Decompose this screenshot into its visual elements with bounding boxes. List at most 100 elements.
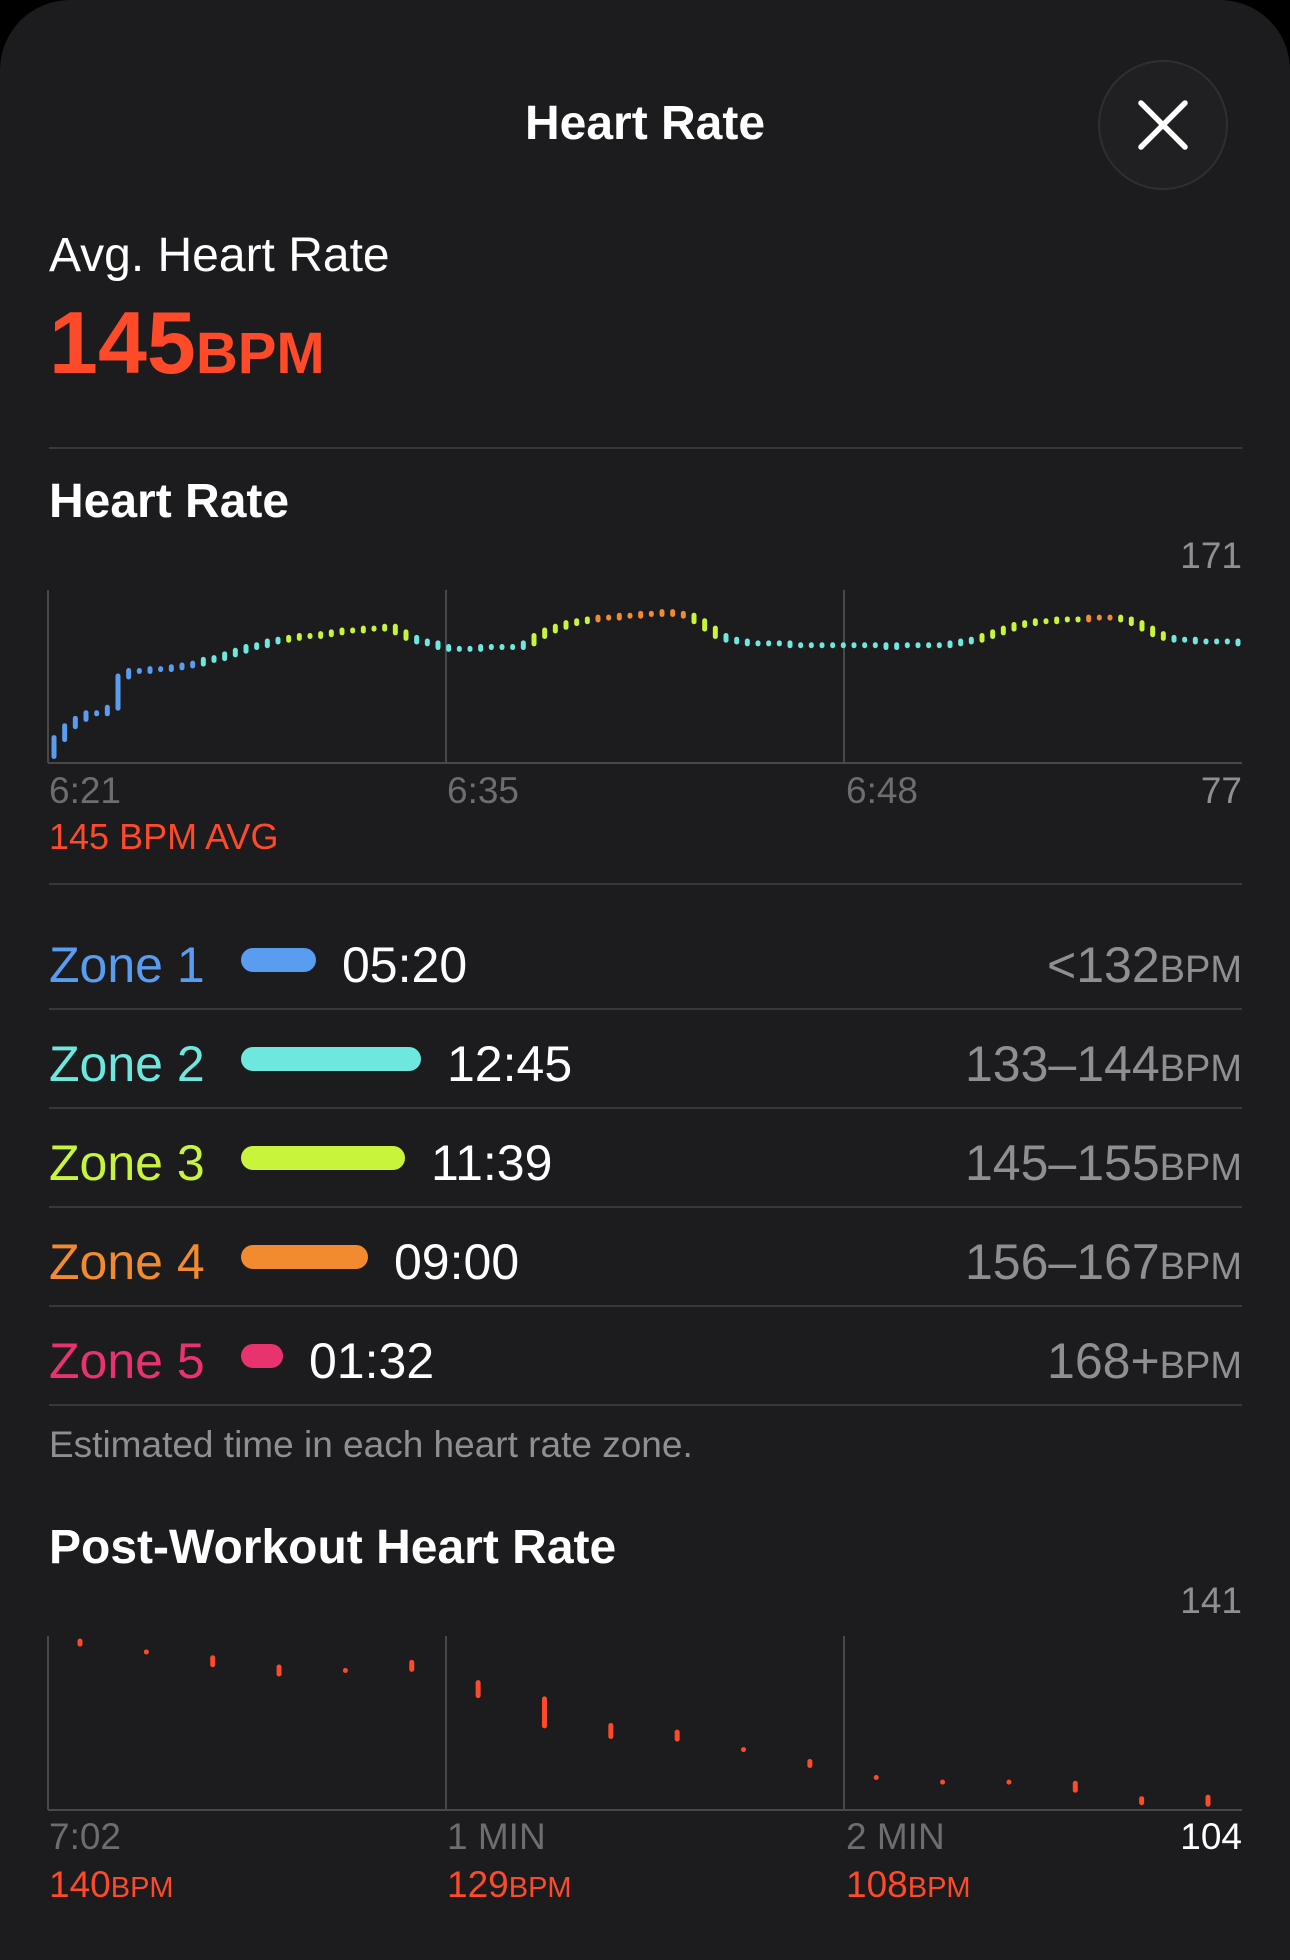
post-reading-2min-value: 108: [846, 1864, 908, 1905]
hr-data-point: [606, 614, 612, 621]
hr-data-point: [339, 627, 345, 636]
hr-data-point: [371, 625, 377, 632]
zone-row: Zone 2 12:45 133–144BPM: [49, 1009, 1242, 1108]
hr-data-point: [275, 636, 281, 645]
hr-data-point: [904, 642, 910, 649]
post-data-point: [541, 1696, 547, 1729]
hr-data-point: [1011, 621, 1017, 632]
hr-data-point: [222, 651, 228, 662]
zone-name: Zone 5: [49, 1333, 205, 1389]
post-data-point: [475, 1680, 481, 1699]
hr-data-point: [147, 666, 153, 674]
avg-heart-rate-unit: BPM: [195, 321, 325, 386]
close-icon: [1138, 100, 1188, 150]
hr-data-point: [958, 638, 964, 647]
hr-data-point: [798, 642, 804, 649]
hr-data-point: [883, 642, 889, 651]
heart-rate-section-title: Heart Rate: [49, 475, 290, 528]
zone-name: Zone 3: [49, 1135, 205, 1191]
hr-data-point: [467, 645, 473, 652]
hr-x-label-start: 6:21: [49, 770, 122, 811]
hr-data-point: [702, 618, 708, 632]
hr-data-point: [1139, 620, 1145, 632]
zone-range: 145–155BPM: [965, 1134, 1242, 1192]
hr-data-point: [915, 642, 921, 649]
zone-time: 05:20: [342, 937, 468, 993]
hr-data-point: [62, 723, 68, 743]
hr-data-point: [744, 638, 750, 647]
hr-data-point: [104, 704, 110, 717]
zone-bar: [241, 948, 316, 972]
post-reading-1min-value: 129: [447, 1864, 509, 1905]
hr-avg-caption: 145 BPM AVG: [49, 816, 279, 857]
zone-range-value: <132: [1047, 937, 1160, 993]
hr-data-point: [830, 642, 836, 649]
zone-bar: [241, 1344, 283, 1368]
post-data-point: [940, 1779, 946, 1785]
post-data-point: [342, 1668, 348, 1674]
hr-data-point: [1160, 631, 1166, 641]
post-data-point: [276, 1664, 282, 1677]
hr-y-min-label: 77: [1200, 770, 1242, 811]
hr-data-point: [211, 655, 217, 663]
hr-data-point: [520, 640, 526, 651]
zone-range-unit: BPM: [1159, 1246, 1242, 1288]
post-data-point: [143, 1649, 149, 1655]
zone-range-unit: BPM: [1159, 1147, 1242, 1189]
zone-range: 168+BPM: [1047, 1332, 1242, 1390]
zone-range: 156–167BPM: [965, 1233, 1242, 1291]
hr-data-point: [638, 610, 644, 619]
hr-data-point: [72, 715, 78, 730]
zone-range: 133–144BPM: [965, 1035, 1242, 1093]
close-button[interactable]: [1098, 60, 1228, 190]
divider: [49, 1008, 1242, 1010]
hr-data-point: [648, 610, 654, 617]
post-workout-chart: [47, 1636, 1242, 1811]
hr-data-point: [776, 640, 782, 647]
hr-data-point: [403, 629, 409, 641]
hr-data-point: [488, 644, 494, 651]
avg-heart-rate-value: 145BPM: [49, 292, 325, 394]
post-data-point: [77, 1638, 83, 1647]
zone-range-value: 156–167: [964, 1234, 1160, 1290]
post-x-label-start: 7:02: [49, 1816, 122, 1857]
zone-bar: [241, 1245, 368, 1269]
post-y-max-label: 141: [1180, 1580, 1242, 1621]
divider: [49, 1206, 1242, 1208]
post-data-point: [1139, 1796, 1145, 1806]
post-data-point: [873, 1774, 879, 1780]
hr-data-point: [136, 667, 142, 674]
hr-data-point: [424, 638, 430, 647]
hr-data-point: [1128, 616, 1134, 627]
post-data-point: [807, 1759, 813, 1769]
hr-data-point: [350, 627, 356, 634]
post-reading-1min: 129BPM: [447, 1864, 572, 1906]
zone-row: Zone 4 09:00 156–167BPM: [49, 1207, 1242, 1306]
hr-data-point: [819, 642, 825, 649]
hr-data-point: [1214, 638, 1220, 645]
hr-data-point: [691, 612, 697, 625]
hr-data-point: [542, 627, 548, 640]
hr-data-point: [1150, 625, 1156, 638]
hr-data-point: [200, 656, 206, 667]
hr-data-point: [190, 660, 196, 669]
hr-data-point: [328, 629, 334, 638]
post-reading-2min: 108BPM: [846, 1864, 971, 1906]
hr-data-point: [936, 642, 942, 649]
hr-data-point: [168, 664, 174, 673]
hr-data-point: [1171, 634, 1177, 643]
hr-data-point: [456, 645, 462, 652]
hr-data-point: [232, 647, 238, 658]
post-x-label-2min: 2 MIN: [846, 1816, 945, 1857]
hr-data-point: [616, 612, 622, 621]
post-data-point: [1072, 1780, 1078, 1793]
hr-data-point: [1086, 614, 1092, 623]
hr-data-point: [1064, 616, 1070, 623]
hr-data-point: [968, 636, 974, 645]
hr-data-point: [808, 642, 814, 649]
hr-data-point: [1107, 614, 1113, 621]
hr-data-point: [243, 644, 249, 654]
hr-data-point: [723, 633, 729, 643]
hr-data-point: [990, 629, 996, 640]
